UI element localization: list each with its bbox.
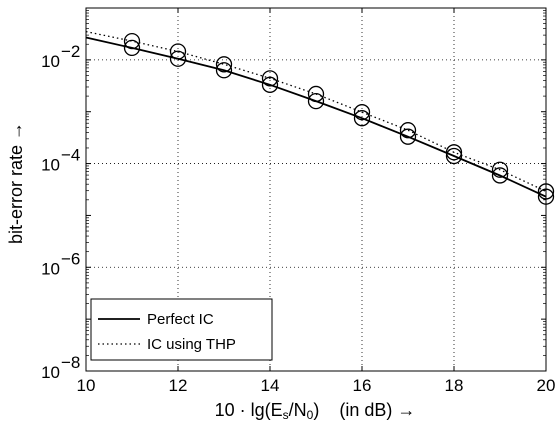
legend-label-perfect-ic: Perfect IC — [147, 311, 214, 328]
marker-perfect-ic — [399, 128, 417, 145]
x-tick-label: 20 — [537, 376, 556, 395]
x-axis-label: 10 · lg(Es/N0) (in dB) → — [215, 400, 416, 422]
marker-ic-using-thp — [399, 122, 417, 139]
x-axis-label-mid: /N — [289, 400, 307, 420]
marker-perfect-ic — [215, 62, 233, 79]
marker-ic-using-thp — [123, 32, 141, 50]
marker-ic-using-thp — [353, 104, 371, 121]
marker-perfect-ic — [169, 50, 187, 67]
y-tick-label: 10 — [41, 363, 60, 382]
marker-perfect-ic — [123, 39, 141, 57]
series-line-perfect-ic — [85, 36, 547, 198]
marker-ic-using-thp — [445, 144, 463, 161]
marker-ic-using-thp — [215, 56, 233, 73]
y-tick-label-exponent: −8 — [61, 353, 80, 372]
marker-ic-using-thp — [491, 161, 509, 178]
grid — [86, 8, 546, 371]
series-layer — [85, 30, 555, 205]
y-tick-label-exponent: −6 — [61, 249, 80, 268]
y-tick-label: 10 — [41, 156, 60, 175]
x-tick-label: 14 — [261, 376, 280, 395]
x-tick-label: 18 — [445, 376, 464, 395]
marker-ic-using-thp — [169, 43, 187, 60]
x-axis-label-sub1: s — [283, 408, 289, 422]
plot-frame — [85, 7, 547, 372]
legend: Perfect IC IC using THP — [90, 298, 273, 361]
y-axis-label: bit-error rate → — [6, 122, 26, 244]
marker-perfect-ic — [353, 110, 371, 127]
marker-perfect-ic — [307, 92, 325, 110]
x-axis-label-sub2: 0 — [307, 408, 314, 422]
y-tick-label: 10 — [41, 52, 60, 71]
marker-perfect-ic — [445, 147, 463, 165]
x-tick-label: 10 — [77, 376, 96, 395]
x-tick-label: 12 — [169, 376, 188, 395]
x-axis-label-pre: 10 · lg(E — [215, 400, 283, 420]
marker-perfect-ic — [261, 76, 279, 93]
marker-ic-using-thp — [261, 70, 279, 87]
marker-ic-using-thp — [307, 85, 325, 103]
marker-perfect-ic — [491, 167, 509, 184]
legend-box — [90, 298, 273, 361]
legend-label-ic-using-thp: IC using THP — [147, 336, 236, 353]
y-tick-label: 10 — [41, 259, 60, 278]
x-axis-label-post: ) (in dB) → — [313, 400, 415, 420]
x-tick-label: 16 — [353, 376, 372, 395]
y-tick-label-exponent: −2 — [61, 42, 80, 61]
series-line-ic-using-thp — [85, 30, 547, 192]
y-tick-label-exponent: −4 — [61, 146, 80, 165]
